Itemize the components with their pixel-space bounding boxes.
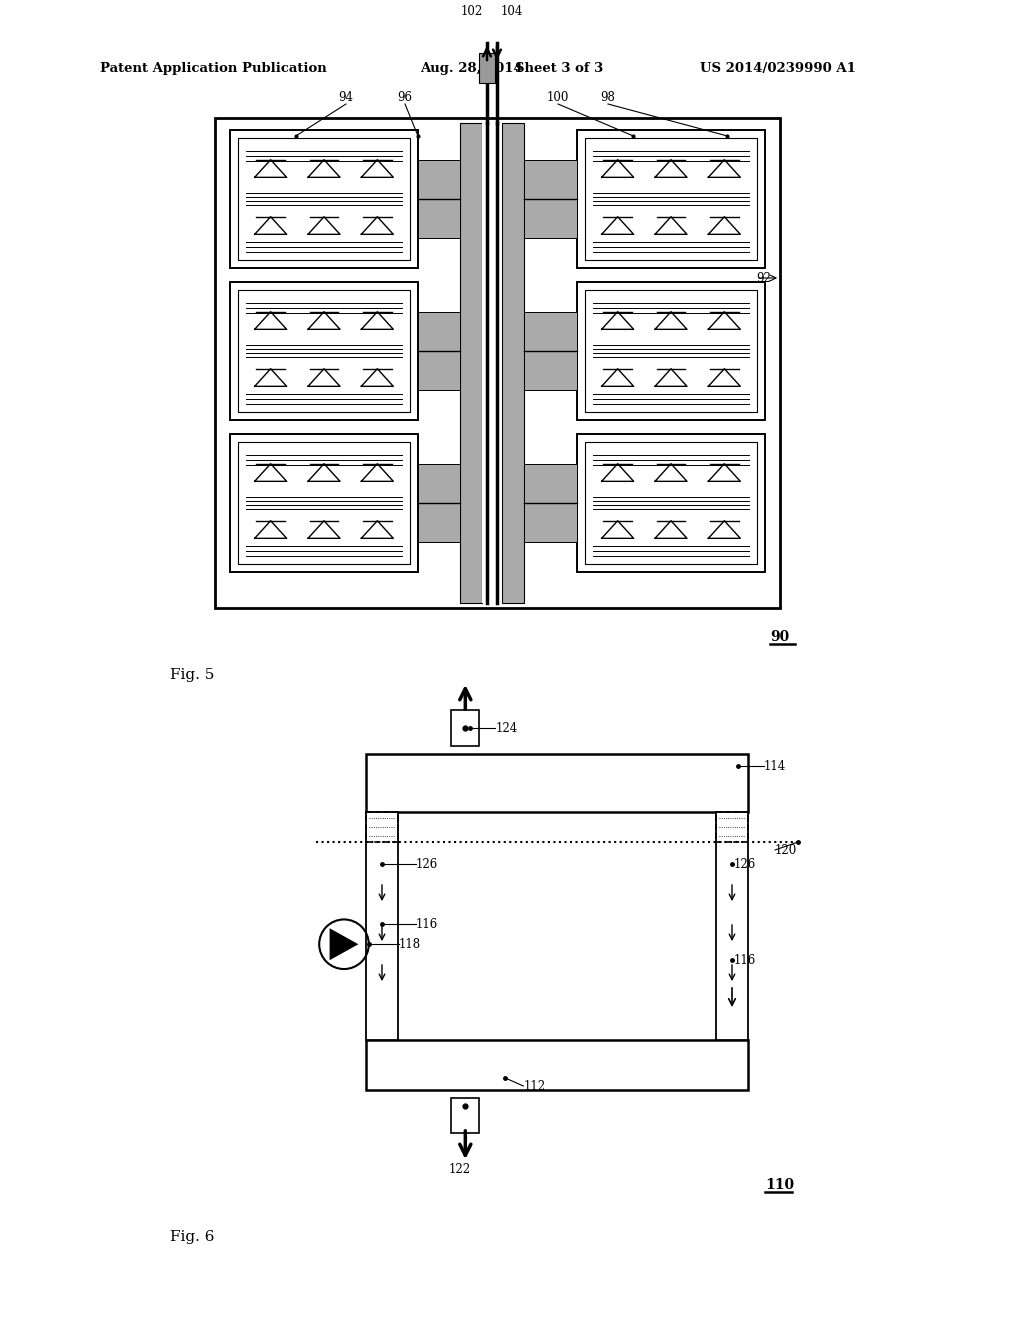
Bar [482, 123, 502, 603]
Bar [418, 160, 460, 238]
Bar [524, 313, 577, 389]
Bar [577, 129, 765, 268]
Bar [452, 710, 479, 746]
Text: Fig. 5: Fig. 5 [170, 668, 214, 682]
Bar [524, 160, 577, 238]
Text: 96: 96 [397, 91, 413, 104]
Bar [460, 123, 482, 603]
Bar [502, 123, 524, 603]
Bar [716, 812, 748, 842]
Bar [585, 442, 757, 564]
Bar [585, 139, 757, 260]
Bar [585, 290, 757, 412]
Text: 104: 104 [501, 5, 523, 18]
Bar [238, 442, 410, 564]
Bar [238, 290, 410, 412]
Bar [366, 812, 398, 842]
Bar [577, 434, 765, 572]
Text: Aug. 28, 2014: Aug. 28, 2014 [420, 62, 522, 75]
Text: 98: 98 [600, 91, 615, 104]
Bar [716, 812, 748, 1040]
Text: 94: 94 [339, 91, 353, 104]
Bar [230, 282, 418, 420]
Polygon shape [330, 928, 358, 960]
Text: 110: 110 [765, 1177, 795, 1192]
Bar [230, 129, 418, 268]
Bar [479, 53, 495, 83]
Text: 102: 102 [461, 5, 483, 18]
Bar [230, 434, 418, 572]
Text: 116: 116 [416, 917, 438, 931]
Bar [577, 282, 765, 420]
Text: 114: 114 [764, 759, 786, 772]
Text: 92: 92 [756, 272, 771, 285]
Text: Patent Application Publication: Patent Application Publication [100, 62, 327, 75]
Bar [418, 313, 460, 389]
Text: 124: 124 [496, 722, 517, 734]
Bar [452, 1098, 479, 1133]
Bar [238, 139, 410, 260]
Text: 116: 116 [734, 953, 757, 966]
Text: 126: 126 [734, 858, 757, 870]
Text: Sheet 3 of 3: Sheet 3 of 3 [515, 62, 603, 75]
Text: 112: 112 [523, 1080, 546, 1093]
Text: 122: 122 [449, 1163, 470, 1176]
Text: 126: 126 [416, 858, 438, 870]
Bar [366, 1040, 748, 1090]
Bar [418, 465, 460, 541]
Bar [524, 465, 577, 541]
Text: US 2014/0239990 A1: US 2014/0239990 A1 [700, 62, 856, 75]
Text: 120: 120 [775, 843, 798, 857]
Text: 90: 90 [770, 630, 790, 644]
Text: 118: 118 [398, 937, 421, 950]
Text: Fig. 6: Fig. 6 [170, 1230, 214, 1243]
Text: 100: 100 [547, 91, 569, 104]
Bar [366, 754, 748, 812]
Bar [366, 812, 398, 1040]
Bar [215, 117, 780, 609]
